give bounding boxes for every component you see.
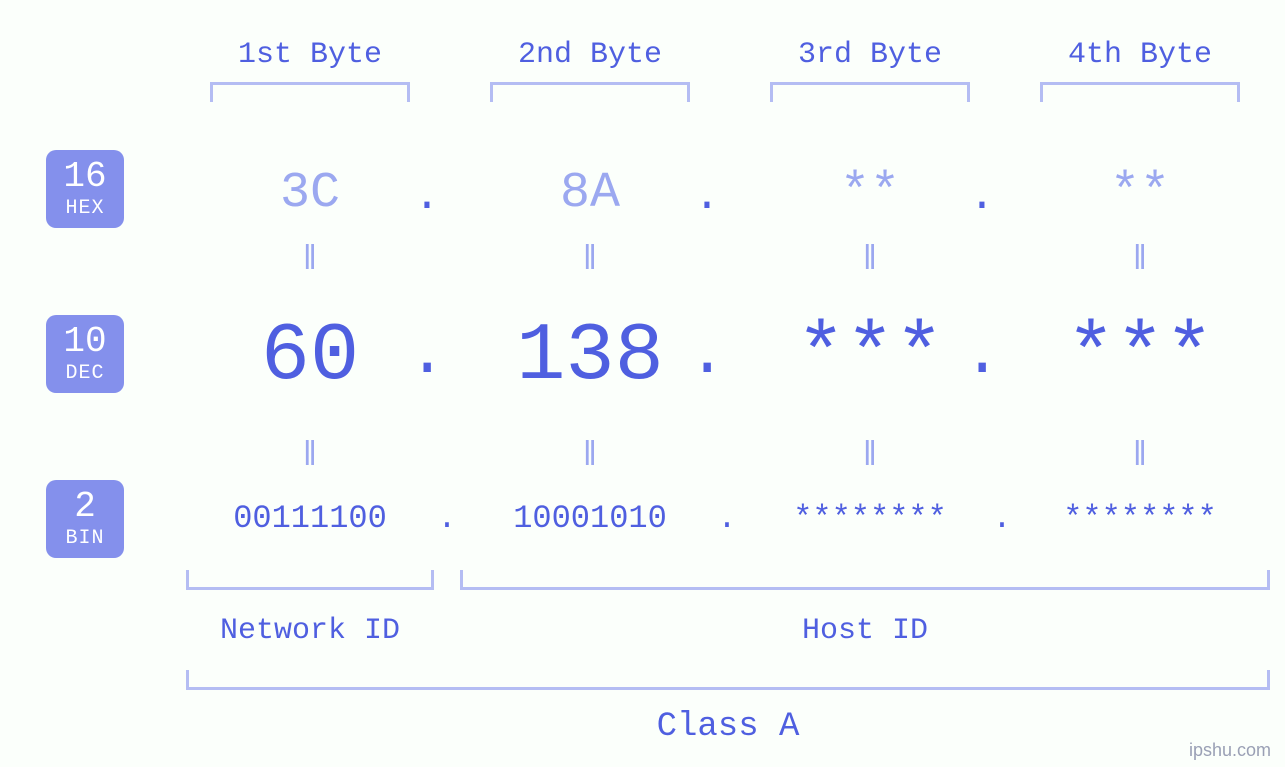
hex-dot-1: . bbox=[412, 172, 442, 222]
top-bracket-3 bbox=[770, 82, 970, 102]
ip-diagram: 16 HEX 10 DEC 2 BIN 1st Byte 2nd Byte 3r… bbox=[0, 0, 1285, 767]
host-bracket bbox=[460, 570, 1270, 590]
top-bracket-1 bbox=[210, 82, 410, 102]
hex-byte-2: 8A bbox=[460, 165, 720, 222]
dec-dot-1: . bbox=[408, 320, 438, 392]
bin-byte-2: 10001010 bbox=[460, 500, 720, 537]
dec-dot-2: . bbox=[688, 320, 718, 392]
eq-dec-bin-1: ǁ bbox=[180, 438, 440, 476]
bin-dot-2: . bbox=[712, 500, 742, 537]
badge-bin-label: BIN bbox=[65, 529, 104, 549]
eq-hex-dec-2: ǁ bbox=[460, 242, 720, 280]
bin-dot-3: . bbox=[987, 500, 1017, 537]
badge-dec-num: 10 bbox=[63, 324, 106, 360]
dec-byte-3: *** bbox=[740, 310, 1000, 403]
top-bracket-2 bbox=[490, 82, 690, 102]
byte-label-2: 2nd Byte bbox=[460, 38, 720, 72]
bin-byte-3: ******** bbox=[740, 500, 1000, 537]
badge-dec-label: DEC bbox=[65, 364, 104, 384]
bin-dot-1: . bbox=[432, 500, 462, 537]
dec-byte-1: 60 bbox=[180, 310, 440, 403]
class-bracket bbox=[186, 670, 1270, 690]
network-id-label: Network ID bbox=[186, 614, 434, 648]
dec-byte-2: 138 bbox=[460, 310, 720, 403]
bin-byte-1: 00111100 bbox=[180, 500, 440, 537]
badge-bin-num: 2 bbox=[74, 489, 96, 525]
eq-dec-bin-4: ǁ bbox=[1010, 438, 1270, 476]
eq-dec-bin-2: ǁ bbox=[460, 438, 720, 476]
class-label: Class A bbox=[186, 708, 1270, 746]
hex-byte-3: ** bbox=[740, 165, 1000, 222]
host-id-label: Host ID bbox=[460, 614, 1270, 648]
dec-dot-3: . bbox=[963, 320, 993, 392]
eq-hex-dec-1: ǁ bbox=[180, 242, 440, 280]
eq-hex-dec-3: ǁ bbox=[740, 242, 1000, 280]
badge-hex-label: HEX bbox=[65, 199, 104, 219]
eq-hex-dec-4: ǁ bbox=[1010, 242, 1270, 280]
hex-byte-1: 3C bbox=[180, 165, 440, 222]
eq-dec-bin-3: ǁ bbox=[740, 438, 1000, 476]
hex-dot-2: . bbox=[692, 172, 722, 222]
badge-bin: 2 BIN bbox=[46, 480, 124, 558]
bin-byte-4: ******** bbox=[1010, 500, 1270, 537]
hex-byte-4: ** bbox=[1010, 165, 1270, 222]
byte-label-3: 3rd Byte bbox=[740, 38, 1000, 72]
byte-label-4: 4th Byte bbox=[1010, 38, 1270, 72]
top-bracket-4 bbox=[1040, 82, 1240, 102]
hex-dot-3: . bbox=[967, 172, 997, 222]
network-bracket bbox=[186, 570, 434, 590]
dec-byte-4: *** bbox=[1010, 310, 1270, 403]
badge-hex: 16 HEX bbox=[46, 150, 124, 228]
badge-hex-num: 16 bbox=[63, 159, 106, 195]
byte-label-1: 1st Byte bbox=[180, 38, 440, 72]
watermark: ipshu.com bbox=[1189, 740, 1271, 761]
badge-dec: 10 DEC bbox=[46, 315, 124, 393]
